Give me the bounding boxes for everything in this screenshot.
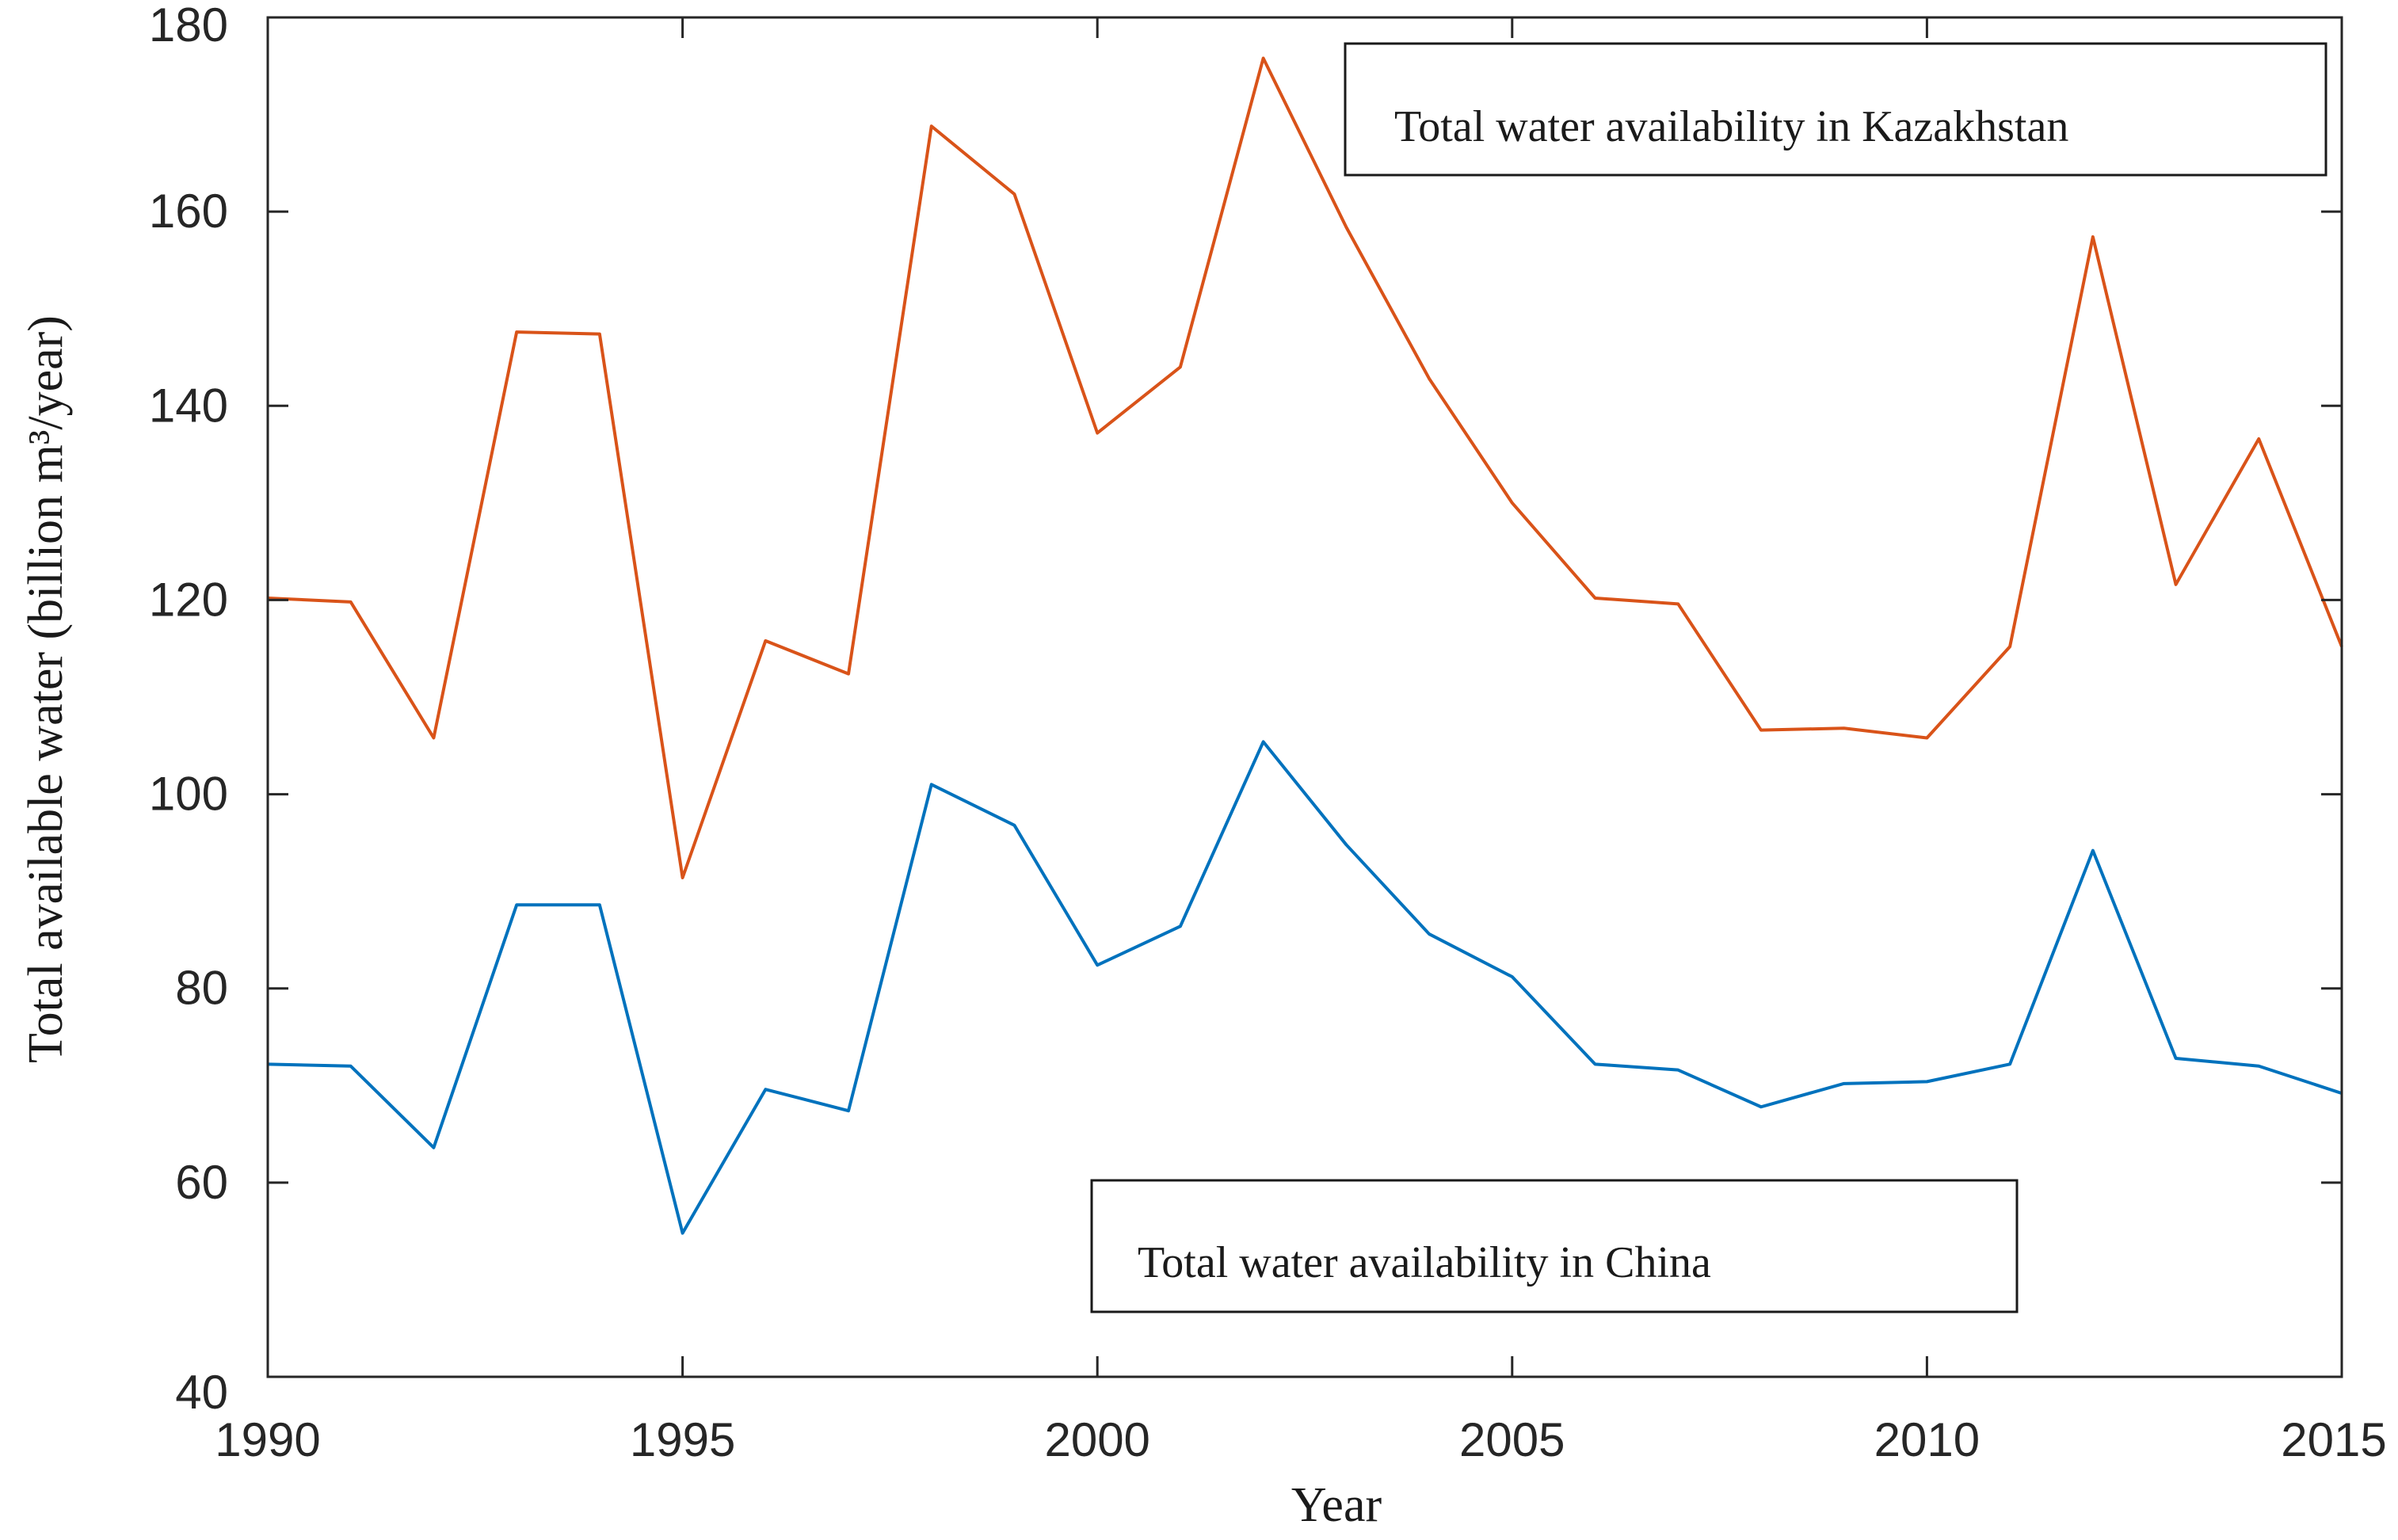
y-tick-label: 80 (175, 962, 228, 1015)
y-tick-label: 100 (149, 768, 228, 821)
y-axis-title: Total available water (billion m³/year) (19, 315, 73, 1063)
x-tick-label: 1990 (215, 1413, 320, 1466)
y-tick-label: 180 (149, 0, 228, 51)
y-tick-label: 40 (175, 1366, 228, 1419)
axes-box (266, 16, 2343, 1378)
y-tick-label: 160 (149, 185, 228, 238)
legend-label: Total water availability in China (1138, 1238, 1711, 1287)
legend-box (1090, 1179, 2019, 1313)
x-tick-label: 2015 (2281, 1413, 2386, 1466)
legend-kazakhstan: Total water availability in Kazakhstan (1344, 42, 2327, 177)
legend-box (1344, 42, 2327, 177)
series-line-china (267, 740, 2343, 1235)
x-axis-title: Year (1291, 1478, 1382, 1532)
series-line-kazakhstan (267, 56, 2343, 879)
legend-china: Total water availability in China (1090, 1179, 2019, 1313)
legend-label: Total water availability in Kazakhstan (1394, 102, 2068, 151)
x-tick-label: 2005 (1459, 1413, 1565, 1466)
x-tick-label: 2010 (1874, 1413, 1980, 1466)
y-tick-label: 140 (149, 379, 228, 432)
y-tick-label: 60 (175, 1156, 228, 1209)
x-tick-label: 1995 (630, 1413, 735, 1466)
x-tick-label: 2000 (1044, 1413, 1149, 1466)
y-tick-label: 120 (149, 573, 228, 626)
